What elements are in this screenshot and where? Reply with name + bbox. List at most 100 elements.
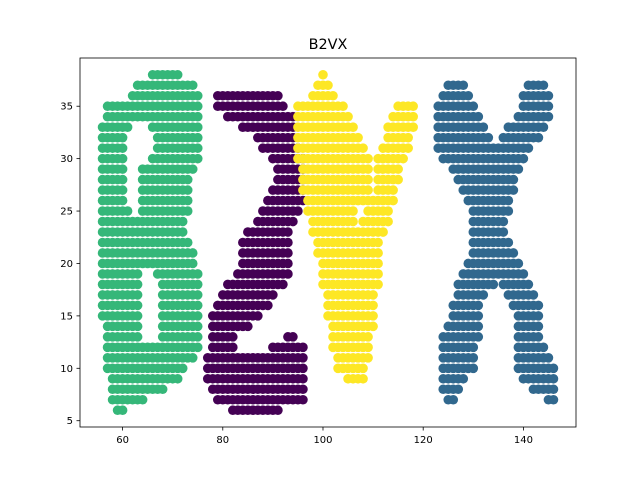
data-point-series-4 bbox=[534, 322, 544, 332]
data-point-series-3 bbox=[348, 206, 358, 216]
data-point-series-4 bbox=[549, 364, 559, 374]
data-point-series-2 bbox=[283, 269, 293, 279]
data-point-series-3 bbox=[353, 133, 363, 143]
data-point-series-3 bbox=[373, 280, 383, 290]
data-point-series-4 bbox=[509, 185, 519, 195]
x-tick-label: 140 bbox=[514, 435, 533, 446]
data-point-series-1 bbox=[118, 405, 128, 415]
data-point-series-1 bbox=[193, 290, 203, 300]
data-point-series-3 bbox=[328, 91, 338, 101]
data-point-series-1 bbox=[118, 175, 128, 185]
data-point-series-2 bbox=[288, 217, 298, 227]
data-point-series-1 bbox=[133, 332, 143, 342]
data-point-series-4 bbox=[484, 133, 494, 143]
data-point-series-4 bbox=[468, 343, 478, 353]
data-point-series-2 bbox=[278, 280, 288, 290]
data-point-series-4 bbox=[514, 164, 524, 174]
x-tick-label: 60 bbox=[116, 435, 129, 446]
data-point-series-4 bbox=[549, 374, 559, 384]
y-tick-label: 35 bbox=[60, 102, 73, 113]
data-point-series-2 bbox=[228, 343, 238, 353]
data-point-series-1 bbox=[193, 301, 203, 311]
data-point-series-2 bbox=[298, 353, 308, 363]
data-point-series-4 bbox=[519, 154, 529, 164]
data-point-series-3 bbox=[323, 80, 333, 90]
data-point-series-1 bbox=[133, 322, 143, 332]
data-point-series-4 bbox=[448, 395, 458, 405]
data-point-series-2 bbox=[273, 405, 283, 415]
data-point-series-3 bbox=[363, 175, 373, 185]
data-point-series-3 bbox=[408, 112, 418, 122]
y-tick-label: 20 bbox=[60, 259, 73, 270]
data-point-series-4 bbox=[549, 395, 559, 405]
y-tick-label: 10 bbox=[60, 364, 73, 375]
data-point-series-3 bbox=[368, 290, 378, 300]
data-point-series-4 bbox=[474, 311, 484, 321]
data-point-series-3 bbox=[318, 70, 328, 80]
data-point-series-3 bbox=[383, 206, 393, 216]
data-point-series-4 bbox=[544, 101, 554, 111]
data-point-series-4 bbox=[524, 143, 534, 153]
data-point-series-4 bbox=[534, 311, 544, 321]
data-point-series-1 bbox=[118, 154, 128, 164]
data-point-series-1 bbox=[183, 196, 193, 206]
data-point-series-4 bbox=[504, 238, 514, 248]
data-point-series-1 bbox=[183, 238, 193, 248]
data-point-series-3 bbox=[373, 269, 383, 279]
data-point-series-4 bbox=[474, 322, 484, 332]
data-point-series-1 bbox=[178, 227, 188, 237]
data-point-series-1 bbox=[178, 217, 188, 227]
data-point-series-1 bbox=[193, 154, 203, 164]
data-point-series-1 bbox=[193, 133, 203, 143]
data-point-series-4 bbox=[479, 122, 489, 132]
data-point-series-2 bbox=[293, 206, 303, 216]
data-point-series-1 bbox=[183, 185, 193, 195]
data-point-series-3 bbox=[363, 154, 373, 164]
data-point-series-1 bbox=[133, 269, 143, 279]
data-point-series-1 bbox=[193, 322, 203, 332]
data-point-series-1 bbox=[193, 343, 203, 353]
data-point-series-4 bbox=[479, 290, 489, 300]
data-point-series-2 bbox=[298, 364, 308, 374]
data-point-series-2 bbox=[288, 332, 298, 342]
data-point-series-1 bbox=[133, 290, 143, 300]
data-point-series-4 bbox=[509, 175, 519, 185]
data-point-series-3 bbox=[363, 332, 373, 342]
data-point-series-1 bbox=[193, 112, 203, 122]
y-tick-label: 30 bbox=[60, 154, 73, 165]
data-point-series-4 bbox=[468, 364, 478, 374]
data-point-series-4 bbox=[474, 332, 484, 342]
data-point-series-1 bbox=[193, 311, 203, 321]
data-point-series-3 bbox=[363, 343, 373, 353]
data-point-series-4 bbox=[489, 280, 499, 290]
data-point-series-1 bbox=[133, 280, 143, 290]
data-point-series-2 bbox=[298, 343, 308, 353]
data-point-series-3 bbox=[368, 311, 378, 321]
data-point-series-1 bbox=[178, 364, 188, 374]
data-point-series-1 bbox=[193, 91, 203, 101]
data-point-series-1 bbox=[123, 122, 133, 132]
data-point-series-1 bbox=[118, 185, 128, 195]
data-point-series-1 bbox=[183, 175, 193, 185]
data-point-series-1 bbox=[193, 332, 203, 342]
data-point-series-3 bbox=[388, 185, 398, 195]
data-point-series-4 bbox=[468, 353, 478, 363]
data-point-series-4 bbox=[544, 112, 554, 122]
data-point-series-4 bbox=[519, 269, 529, 279]
data-point-series-3 bbox=[403, 133, 413, 143]
data-point-series-3 bbox=[398, 154, 408, 164]
data-point-series-3 bbox=[363, 185, 373, 195]
data-point-series-3 bbox=[408, 122, 418, 132]
data-point-series-3 bbox=[368, 322, 378, 332]
data-point-series-3 bbox=[343, 112, 353, 122]
data-point-series-3 bbox=[358, 374, 368, 384]
data-point-series-3 bbox=[363, 353, 373, 363]
data-point-series-4 bbox=[544, 91, 554, 101]
data-point-series-3 bbox=[358, 143, 368, 153]
data-point-series-3 bbox=[393, 164, 403, 174]
data-point-series-4 bbox=[474, 301, 484, 311]
data-point-series-3 bbox=[348, 217, 358, 227]
data-point-series-3 bbox=[393, 175, 403, 185]
data-point-series-2 bbox=[298, 374, 308, 384]
data-point-series-3 bbox=[373, 248, 383, 258]
